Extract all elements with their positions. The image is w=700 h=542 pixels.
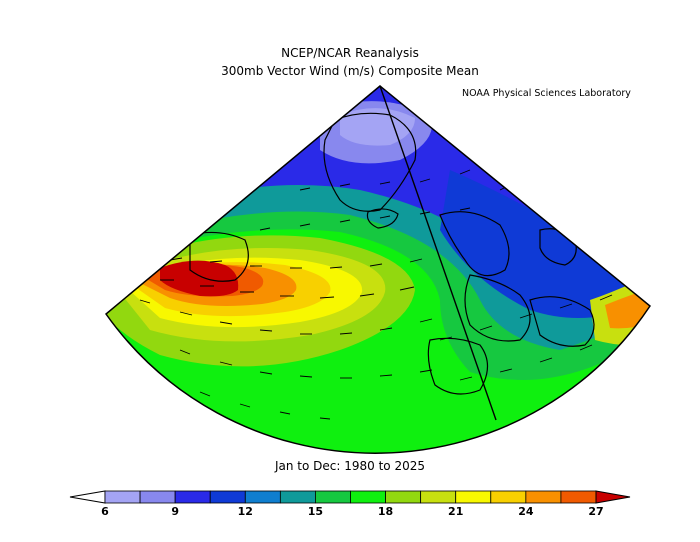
colorbar-segment xyxy=(139,490,176,504)
colorbar-under-triangle xyxy=(69,490,106,504)
map-subtitle: 300mb Vector Wind (m/s) Composite Mean xyxy=(221,64,479,78)
colorbar: 6 9 12 15 18 21 24 27 xyxy=(69,490,631,518)
colorbar-tick-label: 12 xyxy=(238,505,253,518)
colorbar-tick-label: 9 xyxy=(171,505,179,518)
colorbar-segment xyxy=(525,490,562,504)
colorbar-tick-label: 15 xyxy=(308,505,323,518)
colorbar-segment xyxy=(385,490,422,504)
colorbar-tick-label: 27 xyxy=(588,505,603,518)
colorbar-segment xyxy=(209,490,246,504)
map-title: NCEP/NCAR Reanalysis xyxy=(281,46,419,60)
colorbar-segment xyxy=(244,490,281,504)
colorbar-over-triangle xyxy=(595,490,631,504)
colorbar-segment xyxy=(420,490,457,504)
meridian-line xyxy=(379,85,497,421)
colorbar-tick-label: 24 xyxy=(518,505,534,518)
colorbar-segment xyxy=(490,490,527,504)
colorbar-segment xyxy=(174,490,211,504)
colorbar-tick-label: 21 xyxy=(448,505,463,518)
colorbar-tick-label: 6 xyxy=(101,505,109,518)
wind-speed-field xyxy=(106,86,650,454)
colorbar-tick-label: 18 xyxy=(378,505,393,518)
colorbar-segment xyxy=(279,490,316,504)
colorbar-segment xyxy=(350,490,386,504)
colorbar-segment xyxy=(455,490,492,504)
colorbar-segment xyxy=(315,490,351,504)
lab-credit: NOAA Physical Sciences Laboratory xyxy=(462,88,631,99)
time-period-label: Jan to Dec: 1980 to 2025 xyxy=(274,459,425,473)
colorbar-segment xyxy=(560,490,597,504)
map-boundary xyxy=(104,85,652,454)
colorbar-segment xyxy=(104,490,141,504)
coastlines xyxy=(189,112,595,395)
